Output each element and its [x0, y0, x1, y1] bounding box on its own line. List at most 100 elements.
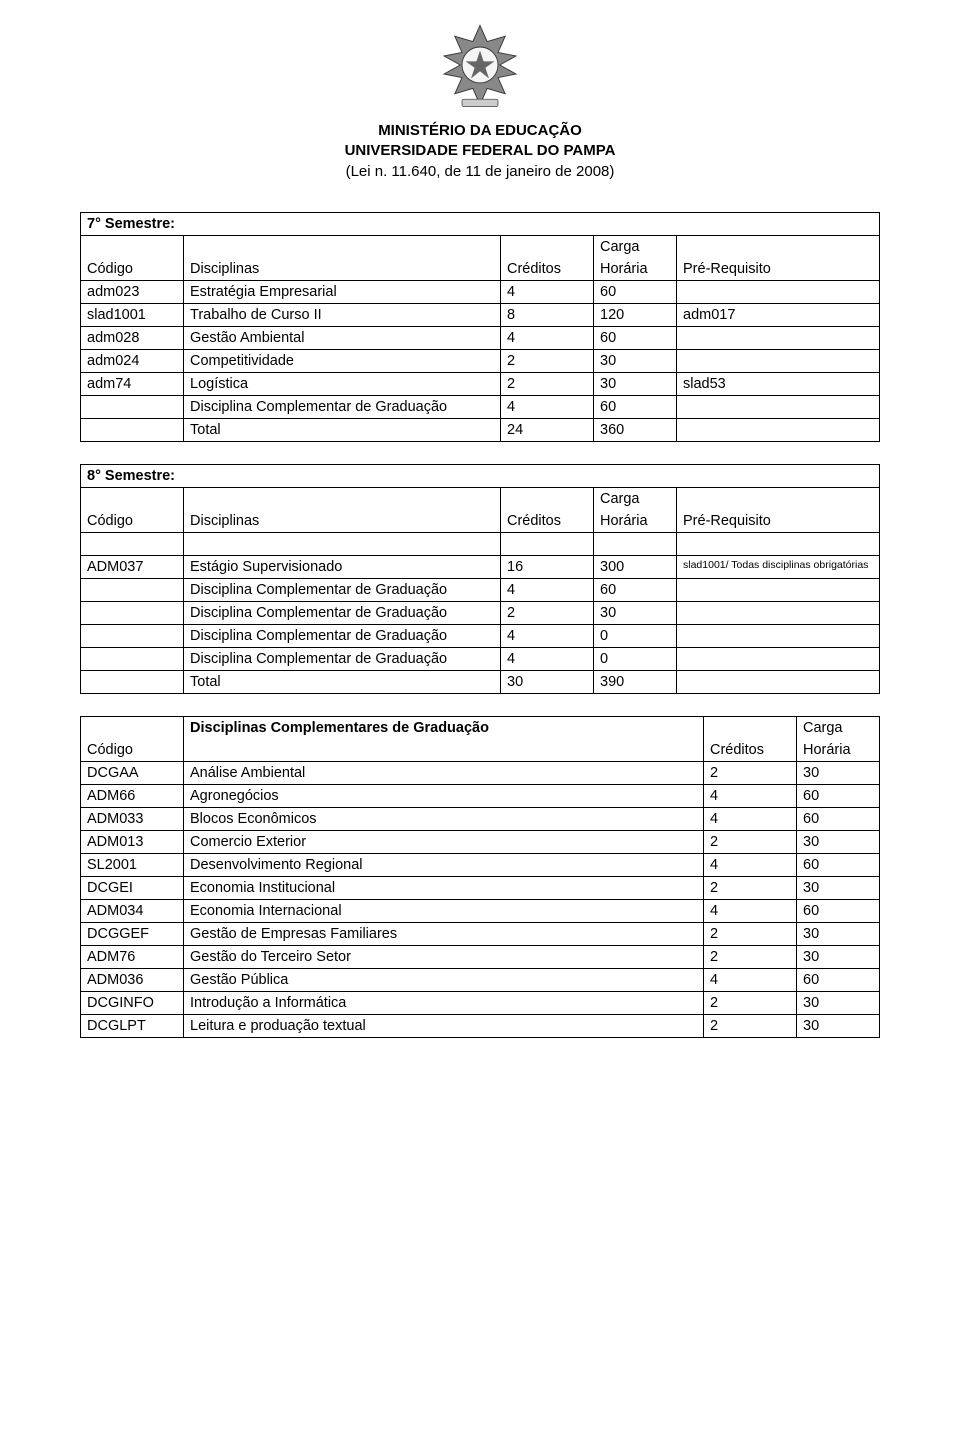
cell-cred: 4 — [501, 395, 594, 418]
table-row: Disciplina Complementar de Graduação460 — [81, 578, 880, 601]
table-row: adm024Competitividade230 — [81, 349, 880, 372]
cell-name: Economia Institucional — [184, 876, 704, 899]
cell-hor: 390 — [594, 670, 677, 693]
cell-name: Gestão Pública — [184, 968, 704, 991]
cell-name: Agronegócios — [184, 784, 704, 807]
cell-code — [81, 624, 184, 647]
cell-cred: 4 — [704, 899, 797, 922]
cell-hor: 30 — [797, 830, 880, 853]
cell-code: slad1001 — [81, 303, 184, 326]
cell-name: Competitividade — [184, 349, 501, 372]
table-row: Disciplina Complementar de Graduação460 — [81, 395, 880, 418]
table-row: ADM034Economia Internacional460 — [81, 899, 880, 922]
col-dcg-plural: Disciplinas Complementares de Graduação — [184, 716, 704, 761]
header-line-3: (Lei n. 11.640, de 11 de janeiro de 2008… — [80, 162, 880, 182]
cell-prereq — [677, 601, 880, 624]
cell-code: adm028 — [81, 326, 184, 349]
cell-cred: 2 — [704, 991, 797, 1014]
cell-code — [81, 578, 184, 601]
col-codigo: Código — [81, 510, 184, 533]
cell-prereq — [677, 418, 880, 441]
cell-name: Gestão Ambiental — [184, 326, 501, 349]
cell-cred: 4 — [501, 280, 594, 303]
cell-cred: 2 — [501, 601, 594, 624]
cell-cred: 30 — [501, 670, 594, 693]
complementary-table: Disciplinas Complementares de Graduação … — [80, 716, 880, 1038]
cell-prereq — [677, 395, 880, 418]
header-line-2: UNIVERSIDADE FEDERAL DO PAMPA — [80, 141, 880, 161]
col-creditos: Créditos — [704, 739, 797, 762]
cell-code — [81, 601, 184, 624]
semester-7-table: 7° Semestre: Carga Código Disciplinas Cr… — [80, 212, 880, 442]
document-header: MINISTÉRIO DA EDUCAÇÃO UNIVERSIDADE FEDE… — [80, 121, 880, 182]
col-creditos: Créditos — [501, 258, 594, 281]
cell-hor: 30 — [797, 761, 880, 784]
col-prereq: Pré-Requisito — [677, 510, 880, 533]
cell-cred: 4 — [704, 968, 797, 991]
cell-prereq — [677, 326, 880, 349]
cell-name: Disciplina Complementar de Graduação — [184, 647, 501, 670]
cell-code: ADM76 — [81, 945, 184, 968]
cell-hor: 30 — [594, 601, 677, 624]
cell-code: adm74 — [81, 372, 184, 395]
spacer-row — [81, 532, 880, 555]
cell-cred: 2 — [704, 876, 797, 899]
cell-name: Disciplina Complementar de Graduação — [184, 624, 501, 647]
cell-cred: 16 — [501, 555, 594, 578]
semester-8-title: 8° Semestre: — [81, 464, 880, 487]
cell-hor: 30 — [797, 945, 880, 968]
cell-cred: 4 — [501, 578, 594, 601]
cell-code: ADM033 — [81, 807, 184, 830]
cell-hor: 360 — [594, 418, 677, 441]
cell-prereq — [677, 670, 880, 693]
cell-name: Gestão do Terceiro Setor — [184, 945, 704, 968]
cell-code — [81, 395, 184, 418]
table-row: DCGINFOIntrodução a Informática230 — [81, 991, 880, 1014]
semester-8-table: 8° Semestre: Carga Código Disciplinas Cr… — [80, 464, 880, 694]
cell-name: Desenvolvimento Regional — [184, 853, 704, 876]
table-row: Disciplina Complementar de Graduação40 — [81, 647, 880, 670]
cell-total-label: Total — [184, 418, 501, 441]
brazil-coat-of-arms-icon — [435, 20, 525, 115]
cell-code: ADM036 — [81, 968, 184, 991]
cell-hor: 60 — [797, 968, 880, 991]
cell-name: Disciplina Complementar de Graduação — [184, 395, 501, 418]
cell-hor: 30 — [797, 876, 880, 899]
cell-hor: 300 — [594, 555, 677, 578]
table-row: ADM013Comercio Exterior230 — [81, 830, 880, 853]
cell-hor: 120 — [594, 303, 677, 326]
col-horaria: Horária — [594, 258, 677, 281]
cell-cred: 4 — [704, 853, 797, 876]
table-row: Disciplina Complementar de Graduação230 — [81, 601, 880, 624]
cell-cred: 4 — [501, 326, 594, 349]
total-row: Total24360 — [81, 418, 880, 441]
cell-hor: 30 — [797, 991, 880, 1014]
cell-hor: 60 — [594, 326, 677, 349]
table-row: DCGAAAnálise Ambiental230 — [81, 761, 880, 784]
cell-code: adm024 — [81, 349, 184, 372]
cell-code: SL2001 — [81, 853, 184, 876]
cell-hor: 30 — [594, 349, 677, 372]
cell-cred: 2 — [704, 830, 797, 853]
col-codigo: Código — [81, 739, 184, 762]
col-disciplinas: Disciplinas — [184, 258, 501, 281]
cell-hor: 60 — [797, 807, 880, 830]
total-row: Total30390 — [81, 670, 880, 693]
col-codigo: Código — [81, 258, 184, 281]
col-horaria: Horária — [797, 739, 880, 762]
cell-name: Comercio Exterior — [184, 830, 704, 853]
cell-total-label: Total — [184, 670, 501, 693]
cell-code: DCGGEF — [81, 922, 184, 945]
col-creditos: Créditos — [501, 510, 594, 533]
cell-hor: 30 — [594, 372, 677, 395]
table-row: DCGLPTLeitura e produação textual230 — [81, 1014, 880, 1037]
cell-code: DCGINFO — [81, 991, 184, 1014]
cell-name: Análise Ambiental — [184, 761, 704, 784]
cell-code: DCGAA — [81, 761, 184, 784]
cell-name: Trabalho de Curso II — [184, 303, 501, 326]
table-row: ADM037Estágio Supervisionado16300slad100… — [81, 555, 880, 578]
col-carga: Carga — [797, 716, 880, 739]
cell-cred: 2 — [704, 945, 797, 968]
cell-cred: 4 — [704, 784, 797, 807]
table-row: slad1001Trabalho de Curso II8120adm017 — [81, 303, 880, 326]
